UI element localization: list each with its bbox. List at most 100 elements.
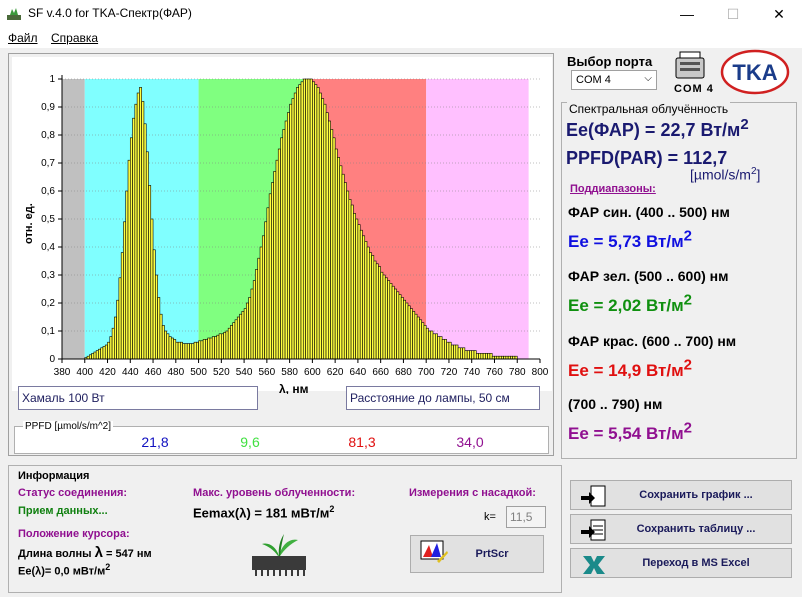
spectrum-bar [250, 288, 254, 360]
menu-file[interactable]: Файл [8, 31, 38, 45]
spectrum-bar [446, 341, 450, 360]
spectrum-bar [437, 336, 441, 360]
spectrum-bar [439, 336, 443, 360]
spectrum-bar [98, 348, 101, 360]
spectrum-bar [170, 337, 174, 360]
spectrum-bar [202, 339, 206, 360]
red-range-label: ФАР крас. (600 .. 700) нм [568, 333, 737, 349]
distance-input[interactable]: Расстояние до лампы, 50 см [346, 386, 540, 410]
spectrum-bar [444, 339, 447, 360]
spectrum-bar [396, 291, 400, 360]
spectrum-bar [334, 148, 338, 360]
spectrum-bar [293, 92, 297, 360]
spectrum-bar [478, 353, 482, 360]
spectrum-bar [332, 137, 336, 360]
spectrum-bar [164, 330, 168, 360]
spectrum-bar [300, 81, 304, 360]
spectrum-bar [318, 92, 322, 360]
y-tick-label: 0 [49, 354, 55, 365]
spectrum-bar [489, 353, 493, 360]
maximize-button[interactable]: ☐ [726, 5, 740, 22]
spectrum-bar [114, 316, 117, 360]
spectrum-bar [200, 340, 204, 360]
spectrum-bar [400, 297, 404, 360]
x-tick-label: 380 [54, 367, 71, 378]
spectrum-bar [389, 283, 393, 360]
y-tick-label: 0,1 [41, 326, 55, 337]
spectral-panel [561, 102, 797, 459]
spectrum-bar [93, 351, 97, 360]
y-tick-label: 0,6 [41, 186, 55, 197]
excel-button[interactable]: Переход в MS Excel [570, 548, 792, 578]
status-value: Прием данных... [18, 505, 108, 517]
ppfd-blue-value: 21,8 [141, 434, 169, 450]
x-tick-label: 420 [99, 367, 116, 378]
spectrum-bar [159, 313, 163, 360]
spectral-title: Спектральная облучённость [567, 102, 731, 116]
port-select[interactable]: COM 4 ⌵ [571, 70, 657, 90]
spectrum-bar [95, 350, 99, 360]
spectrum-bar [357, 224, 361, 360]
spectrum-bar [129, 137, 133, 360]
spectrum-bar [125, 190, 129, 360]
spectrum-bar [150, 218, 154, 360]
spectrum-bar [421, 322, 425, 360]
spectrum-bar [375, 263, 379, 360]
spectrum-bar [264, 221, 268, 360]
spectrum-bar [116, 299, 120, 360]
spectrum-chart[interactable]: 0 0,1 0,2 0,3 0,4 0,5 0,6 0,7 0,8 0,9 1 380 400 420 44… [9, 54, 555, 394]
spectrum-bar [239, 313, 243, 360]
spectrum-bar [225, 330, 229, 360]
spectrum-bar [100, 347, 104, 360]
minimize-button[interactable]: — [680, 6, 694, 22]
spectrum-bar [346, 190, 350, 360]
spectrum-bar [148, 185, 152, 360]
excel-label: Переход в MS Excel [642, 557, 750, 569]
green-range-value: Ee = 2,02 Вт/м2 [568, 291, 692, 315]
y-tick-label: 1 [49, 74, 55, 85]
com-port-text: COM 4 [674, 83, 714, 95]
spectrum-bar [425, 327, 429, 360]
spectrum-bar [241, 311, 245, 360]
save-table-label: Сохранить таблицу ... [636, 523, 756, 535]
spectrum-bar [243, 308, 247, 360]
spectrum-bar [277, 148, 281, 360]
spectrum-bar [373, 260, 377, 360]
spectrum-bar [378, 266, 381, 360]
close-button[interactable]: ✕ [773, 5, 785, 22]
spectrum-bar [341, 173, 345, 360]
spectrum-chart-panel: 0 0,1 0,2 0,3 0,4 0,5 0,6 0,7 0,8 0,9 1 380 400 420 44… [8, 53, 554, 456]
save-table-button[interactable]: Сохранить таблицу ... [570, 514, 792, 544]
k-label: k= [484, 511, 496, 523]
menu-help[interactable]: Справка [51, 31, 98, 45]
prtscr-button[interactable]: PrtScr [410, 535, 544, 573]
port-label: Выбор порта [567, 54, 653, 69]
spectrum-bar [218, 333, 222, 360]
chevron-down-icon: ⌵ [644, 73, 652, 84]
spectrum-bar [457, 347, 461, 360]
spectrum-bar [123, 221, 127, 360]
com-port-icon [675, 51, 705, 79]
save-chart-button[interactable]: Сохранить график ... [570, 480, 792, 510]
spectrum-bar [339, 165, 343, 360]
spectrum-bar [296, 87, 300, 360]
k-input[interactable]: 11,5 [506, 506, 546, 528]
spectrum-bar [216, 334, 220, 360]
lamp-name-input[interactable]: Хамаль 100 Вт [18, 386, 258, 410]
cursor-label: Положение курсора: [18, 528, 130, 540]
spectrum-bar [291, 98, 295, 360]
window-title: SF v.4.0 for TKA-Спектр(ФАР) [28, 6, 192, 20]
spectrum-bar [432, 333, 436, 360]
x-tick-label: 600 [304, 367, 321, 378]
spectrum-bar [214, 336, 218, 360]
spectrum-bar [368, 252, 372, 360]
spectrum-bar [236, 316, 240, 360]
ppfd-green-value: 9,6 [240, 434, 260, 450]
x-tick-label: 700 [418, 367, 435, 378]
spectrum-bar [364, 241, 368, 360]
spectrum-bar [362, 235, 366, 360]
spectrum-bar [107, 341, 111, 360]
spectrum-bar [428, 330, 432, 360]
spectrum-bar [348, 199, 352, 360]
x-tick-label: 400 [76, 367, 93, 378]
